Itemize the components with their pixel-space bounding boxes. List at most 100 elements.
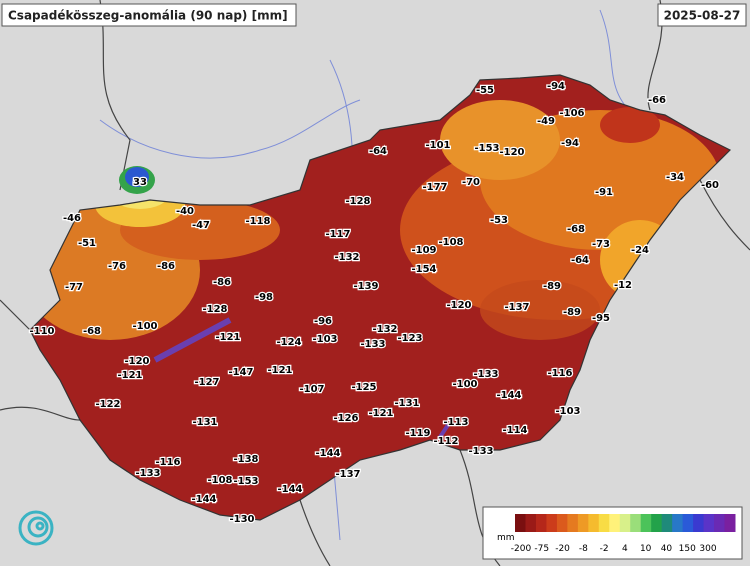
station-value: -103 xyxy=(555,406,580,417)
legend-swatch xyxy=(714,514,726,532)
station-value: -132 xyxy=(372,324,397,335)
station-value: -49 xyxy=(537,116,555,127)
stations: -55 -94-106-49-66-94-101 -153 -120-64-177 -7… xyxy=(28,80,720,527)
legend-swatch xyxy=(609,514,621,532)
date-box xyxy=(657,3,747,27)
station-value: -53 xyxy=(490,215,508,226)
station-value: -89 xyxy=(563,307,581,318)
station-value: -34 xyxy=(666,172,684,183)
station-value: -51 xyxy=(78,238,96,249)
legend-swatch xyxy=(567,514,579,532)
legend: -200 -75 -20 -8 -2 4 10 40 150 300 xyxy=(511,514,736,554)
station-value: -126 xyxy=(333,413,358,424)
legend-tick: -8 xyxy=(579,544,588,554)
station-value: -133 xyxy=(135,468,160,479)
station-value: -139 xyxy=(353,281,378,292)
legend-swatch xyxy=(693,514,705,532)
wet-spot xyxy=(125,167,149,187)
station-value: -113 xyxy=(443,417,468,428)
station-value: -121 xyxy=(215,332,240,343)
legend-swatch xyxy=(661,514,673,532)
station-value: -98 xyxy=(255,292,273,303)
station-value: -68 xyxy=(567,224,585,235)
station-value: -137 xyxy=(335,469,360,480)
station-value: -77 xyxy=(65,282,83,293)
station-value: -100 xyxy=(452,379,477,390)
station-value: -122 xyxy=(95,399,120,410)
station-value: -109 xyxy=(411,245,436,256)
legend-swatch xyxy=(703,514,715,532)
station-value: -153 xyxy=(233,476,258,487)
station-value: -144 xyxy=(496,390,521,401)
station-value: -131 xyxy=(192,417,217,428)
legend-tick: -200 xyxy=(511,544,532,554)
legend-tick: 40 xyxy=(661,544,673,554)
legend-tick: -2 xyxy=(600,544,609,554)
station-value: -95 xyxy=(592,313,610,324)
station-value: -106 xyxy=(559,108,584,119)
station-value: -64 xyxy=(571,255,589,266)
station-value: -153 xyxy=(474,143,499,154)
station-value: -120 xyxy=(499,147,524,158)
station-value: -132 xyxy=(334,252,359,263)
station-value: 33 xyxy=(133,177,147,188)
station-value: -110 xyxy=(29,326,54,337)
station-value: -70 xyxy=(462,177,480,188)
legend-swatch xyxy=(682,514,694,532)
station-value: -137 xyxy=(504,302,529,313)
station-value: -94 xyxy=(547,81,565,92)
legend-swatch xyxy=(525,514,537,532)
legend-tick: -20 xyxy=(555,544,570,554)
station-value: -66 xyxy=(648,95,666,106)
station-value: -64 xyxy=(369,146,387,157)
logo xyxy=(18,510,54,546)
title: Csapadékösszeg-anomália (90 nap) [mm] xyxy=(8,9,288,23)
station-value: -120 xyxy=(446,300,471,311)
legend-tick: 300 xyxy=(699,544,716,554)
station-value: -120 xyxy=(124,356,149,367)
legend-tick: 150 xyxy=(679,544,696,554)
legend-swatch xyxy=(619,514,631,532)
station-value: -112 xyxy=(433,436,458,447)
station-value: -128 xyxy=(202,304,227,315)
station-value: -124 xyxy=(276,337,301,348)
station-value: -133 xyxy=(468,446,493,457)
station-value: -89 xyxy=(543,281,561,292)
station-value: -121 xyxy=(267,365,292,376)
legend-swatch xyxy=(556,514,568,532)
station-value: -12 xyxy=(614,280,632,291)
station-value: -94 xyxy=(561,138,579,149)
station-value: -55 xyxy=(476,85,494,96)
station-value: -121 xyxy=(117,370,142,381)
legend-tick: -75 xyxy=(534,544,549,554)
station-value: -138 xyxy=(233,454,258,465)
station-value: -86 xyxy=(213,277,231,288)
station-value: -144 xyxy=(315,448,340,459)
station-value: -60 xyxy=(701,180,719,191)
station-value: -76 xyxy=(108,261,126,272)
legend-tick: 10 xyxy=(640,544,652,554)
legend-swatch xyxy=(577,514,589,532)
station-value: -119 xyxy=(405,428,430,439)
station-value: -103 xyxy=(312,334,337,345)
station-value: -91 xyxy=(595,187,613,198)
station-value: -73 xyxy=(592,239,610,250)
station-value: -40 xyxy=(176,206,194,217)
legend-swatch xyxy=(588,514,600,532)
legend-swatch xyxy=(724,514,736,532)
station-value: -118 xyxy=(245,216,270,227)
station-value: -47 xyxy=(192,220,210,231)
station-value: -128 xyxy=(345,196,370,207)
legend-swatch xyxy=(640,514,652,532)
station-value: -68 xyxy=(83,326,101,337)
station-value: -123 xyxy=(397,333,422,344)
station-value: -147 xyxy=(228,367,253,378)
station-value: -133 xyxy=(360,339,385,350)
station-value: -24 xyxy=(631,245,649,256)
station-value: -133 xyxy=(473,369,498,380)
station-value: -130 xyxy=(229,514,254,525)
station-value: -144 xyxy=(191,494,216,505)
station-value: -154 xyxy=(411,264,436,275)
station-value: -96 xyxy=(314,316,332,327)
